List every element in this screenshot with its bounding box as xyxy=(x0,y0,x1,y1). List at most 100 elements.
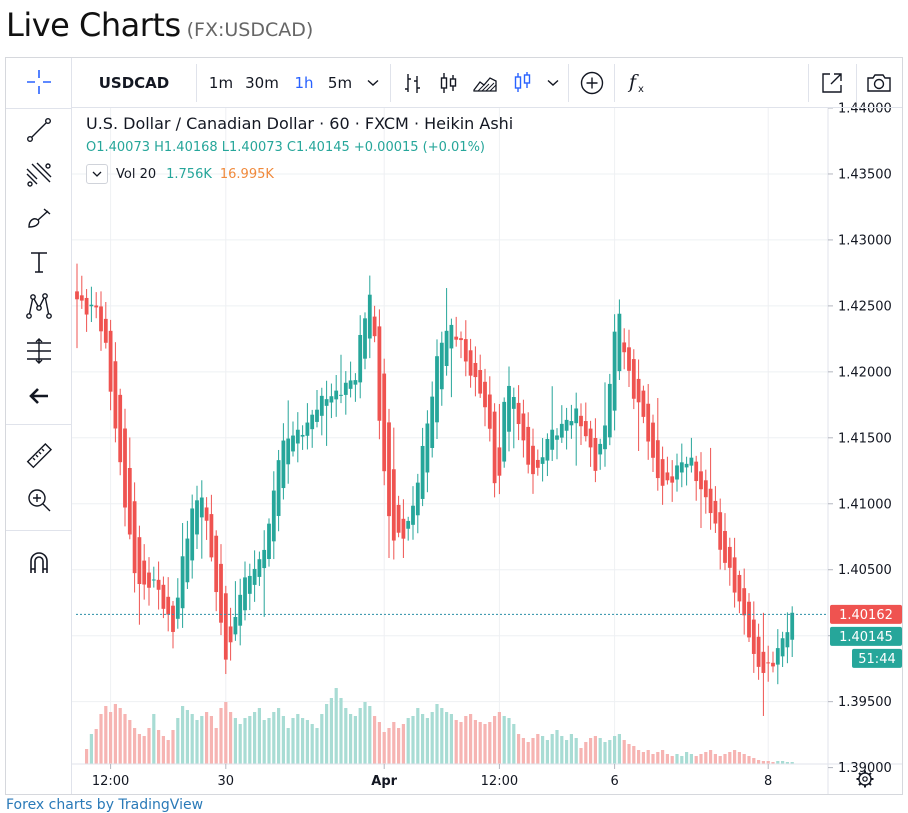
candle xyxy=(319,387,324,436)
legend-collapse-chevron-icon[interactable] xyxy=(86,164,108,184)
volume-bar xyxy=(632,746,636,764)
volume-bar xyxy=(253,712,257,764)
candle xyxy=(468,338,473,388)
candle xyxy=(521,399,526,458)
ruler-icon[interactable] xyxy=(14,436,64,476)
candle xyxy=(286,400,291,484)
interval-1h-button[interactable]: 1h xyxy=(288,58,320,107)
candle xyxy=(742,568,747,635)
candle xyxy=(559,405,564,443)
fullscreen-icon[interactable] xyxy=(812,58,852,107)
fib-retracement-icon[interactable] xyxy=(14,154,64,194)
interval-5m-button[interactable]: 5m xyxy=(324,58,356,107)
candle xyxy=(526,412,531,474)
volume-bar xyxy=(142,736,146,764)
candle xyxy=(670,460,675,502)
volume-bar xyxy=(718,756,722,764)
volume-bar xyxy=(608,740,612,764)
interval-1m-button[interactable]: 1m xyxy=(204,58,238,107)
price-markers: 1.40162 1.40145 51:44 xyxy=(830,604,902,668)
settings-gear-icon[interactable] xyxy=(856,770,874,788)
back-arrow-icon[interactable] xyxy=(14,376,64,416)
pattern-icon[interactable] xyxy=(14,286,64,326)
trend-line-icon[interactable] xyxy=(14,110,64,150)
chart-canvas[interactable]: 1.44000 1.43500 1.43000 1.42500 1.42000 1.415… xyxy=(6,58,902,794)
candle xyxy=(118,388,123,476)
brush-icon[interactable] xyxy=(14,198,64,238)
snapshot-camera-icon[interactable] xyxy=(858,58,900,107)
heikin-ashi-style-icon[interactable] xyxy=(506,58,540,107)
interval-30m-button[interactable]: 30m xyxy=(242,58,282,107)
volume-bar xyxy=(89,734,93,764)
candles-style-icon[interactable] xyxy=(432,58,466,107)
symbol-search-button[interactable]: USDCAD xyxy=(72,58,196,107)
volume-bar xyxy=(598,738,602,764)
candle xyxy=(243,561,247,621)
volume-bar xyxy=(747,756,751,764)
candle xyxy=(444,288,449,376)
bars-style-icon[interactable] xyxy=(396,58,430,107)
volume-bar xyxy=(363,702,367,764)
volume-bar xyxy=(94,729,98,764)
candle xyxy=(473,346,478,397)
chart-widget: 1.44000 1.43500 1.43000 1.42500 1.42000 1.415… xyxy=(5,57,903,795)
candle xyxy=(545,433,550,477)
x-tick-label: Apr xyxy=(371,774,397,789)
candle xyxy=(190,494,195,579)
volume-bar xyxy=(137,734,141,764)
candle xyxy=(142,544,147,600)
crosshair-icon[interactable] xyxy=(14,62,64,102)
chart-style-dropdown-icon[interactable] xyxy=(540,58,566,107)
candle xyxy=(655,398,660,491)
svg-text:x: x xyxy=(638,84,644,95)
volume-bar xyxy=(771,762,775,764)
tradingview-credit-link[interactable]: Forex charts by TradingView xyxy=(6,797,204,813)
candle xyxy=(411,486,415,540)
candle xyxy=(555,428,559,460)
volume-bar xyxy=(622,740,626,764)
time-axis: 12:00 30 Apr 12:00 6 8 xyxy=(92,764,772,789)
compare-add-icon[interactable] xyxy=(572,58,612,107)
candle xyxy=(535,449,540,476)
volume-ma-value: 16.995K xyxy=(219,166,274,182)
candle xyxy=(238,578,243,646)
volume-bar xyxy=(325,704,329,764)
volume-bar xyxy=(421,714,425,764)
candle xyxy=(425,410,430,493)
volume-bar xyxy=(728,752,732,764)
volume-bar xyxy=(344,708,348,764)
volume-bar xyxy=(493,716,497,764)
candle xyxy=(646,384,651,460)
candle xyxy=(348,361,353,398)
volume-bar xyxy=(670,756,674,764)
volume-bar xyxy=(113,704,117,764)
area-style-icon[interactable] xyxy=(468,58,502,107)
candle xyxy=(540,438,545,482)
candle xyxy=(267,518,271,567)
candle xyxy=(339,354,343,404)
candle xyxy=(497,403,502,495)
page-symbol-tag: (FX:USDCAD) xyxy=(186,19,314,41)
magnet-icon[interactable] xyxy=(14,542,64,582)
candle xyxy=(483,368,487,427)
candle xyxy=(103,301,108,349)
candle xyxy=(171,601,175,649)
volume-bar xyxy=(637,750,641,764)
volume-bar xyxy=(651,754,655,764)
prediction-measure-icon[interactable] xyxy=(14,330,64,370)
zoom-in-icon[interactable] xyxy=(14,480,64,520)
candle xyxy=(219,544,223,636)
text-icon[interactable] xyxy=(14,242,64,282)
volume-bar xyxy=(565,740,569,764)
candle xyxy=(358,315,363,399)
candle xyxy=(247,563,252,611)
volume-bar xyxy=(641,752,645,764)
interval-dropdown-icon[interactable] xyxy=(360,58,386,107)
candle xyxy=(727,537,732,586)
candle xyxy=(132,482,137,593)
volume-bar xyxy=(473,720,477,764)
y-tick-label: 1.43000 xyxy=(838,233,892,248)
volume-bar xyxy=(560,736,564,764)
